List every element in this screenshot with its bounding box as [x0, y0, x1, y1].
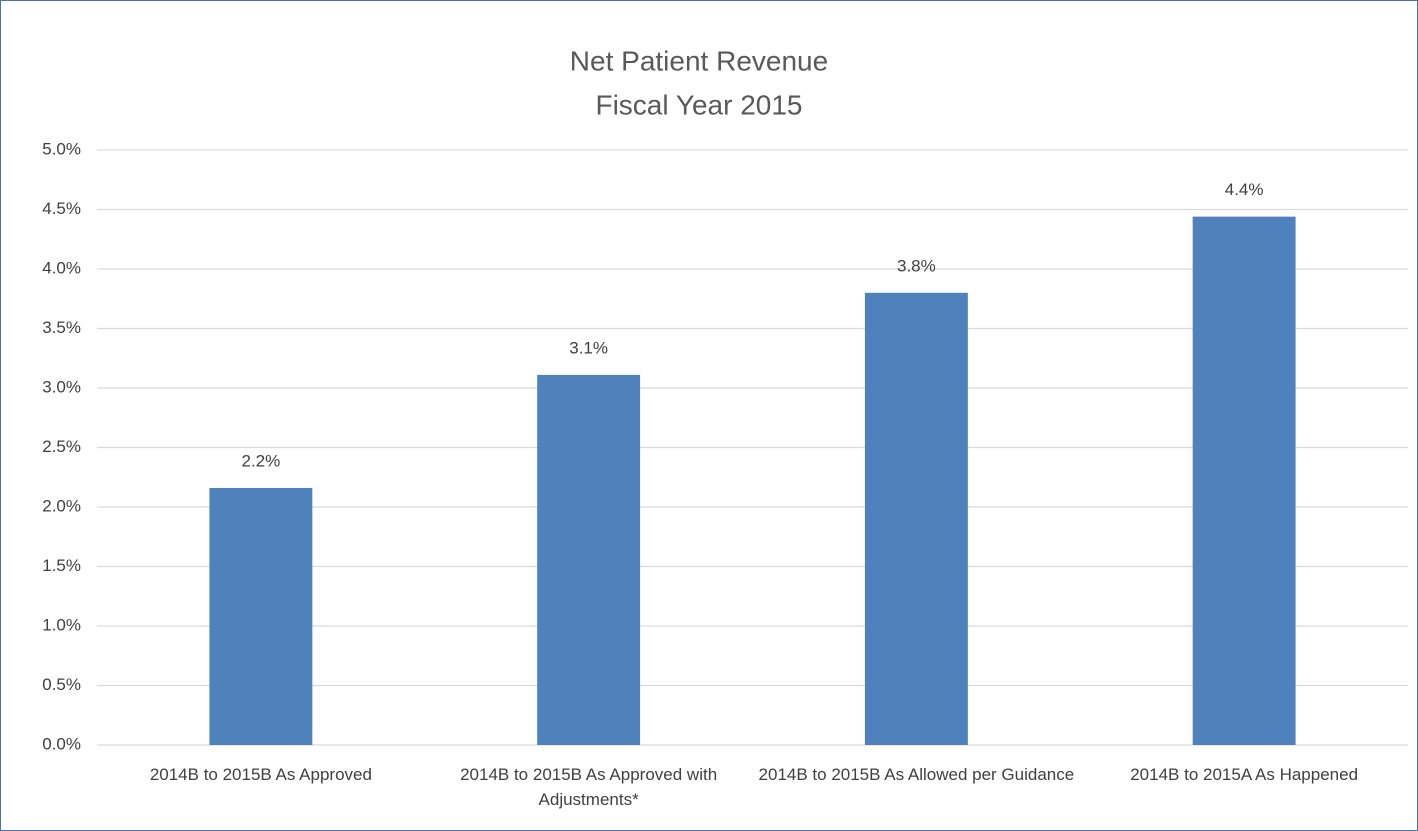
y-tick-label: 0.5% [42, 675, 81, 694]
y-tick-label: 3.0% [42, 377, 81, 396]
y-tick-label: 0.0% [42, 734, 81, 753]
y-tick-label: 1.5% [42, 556, 81, 575]
data-label: 4.4% [1225, 180, 1264, 199]
bar [1192, 216, 1296, 745]
bar [537, 374, 641, 745]
data-label: 3.8% [897, 256, 936, 275]
chart-title: Net Patient Revenue [570, 45, 828, 76]
y-tick-label: 3.5% [42, 318, 81, 337]
data-label: 3.1% [569, 338, 608, 357]
y-tick-label: 5.0% [42, 139, 81, 158]
bar [209, 487, 313, 745]
y-tick-label: 4.0% [42, 258, 81, 277]
x-tick-label: 2014B to 2015B As Approved with Adjustme… [460, 765, 718, 809]
y-tick-label: 2.5% [42, 437, 81, 456]
chart-subtitle: Fiscal Year 2015 [595, 89, 802, 120]
y-tick-label: 2.0% [42, 496, 81, 515]
data-label: 2.2% [242, 451, 281, 470]
x-tick-label: 2014B to 2015A As Happened [1130, 765, 1359, 784]
x-tick-label: 2014B to 2015B As Allowed per Guidance [758, 765, 1075, 784]
x-tick-label: 2014B to 2015B As Approved [149, 765, 372, 784]
bar [864, 292, 968, 745]
y-tick-label: 4.5% [42, 199, 81, 218]
y-tick-label: 1.0% [42, 615, 81, 634]
